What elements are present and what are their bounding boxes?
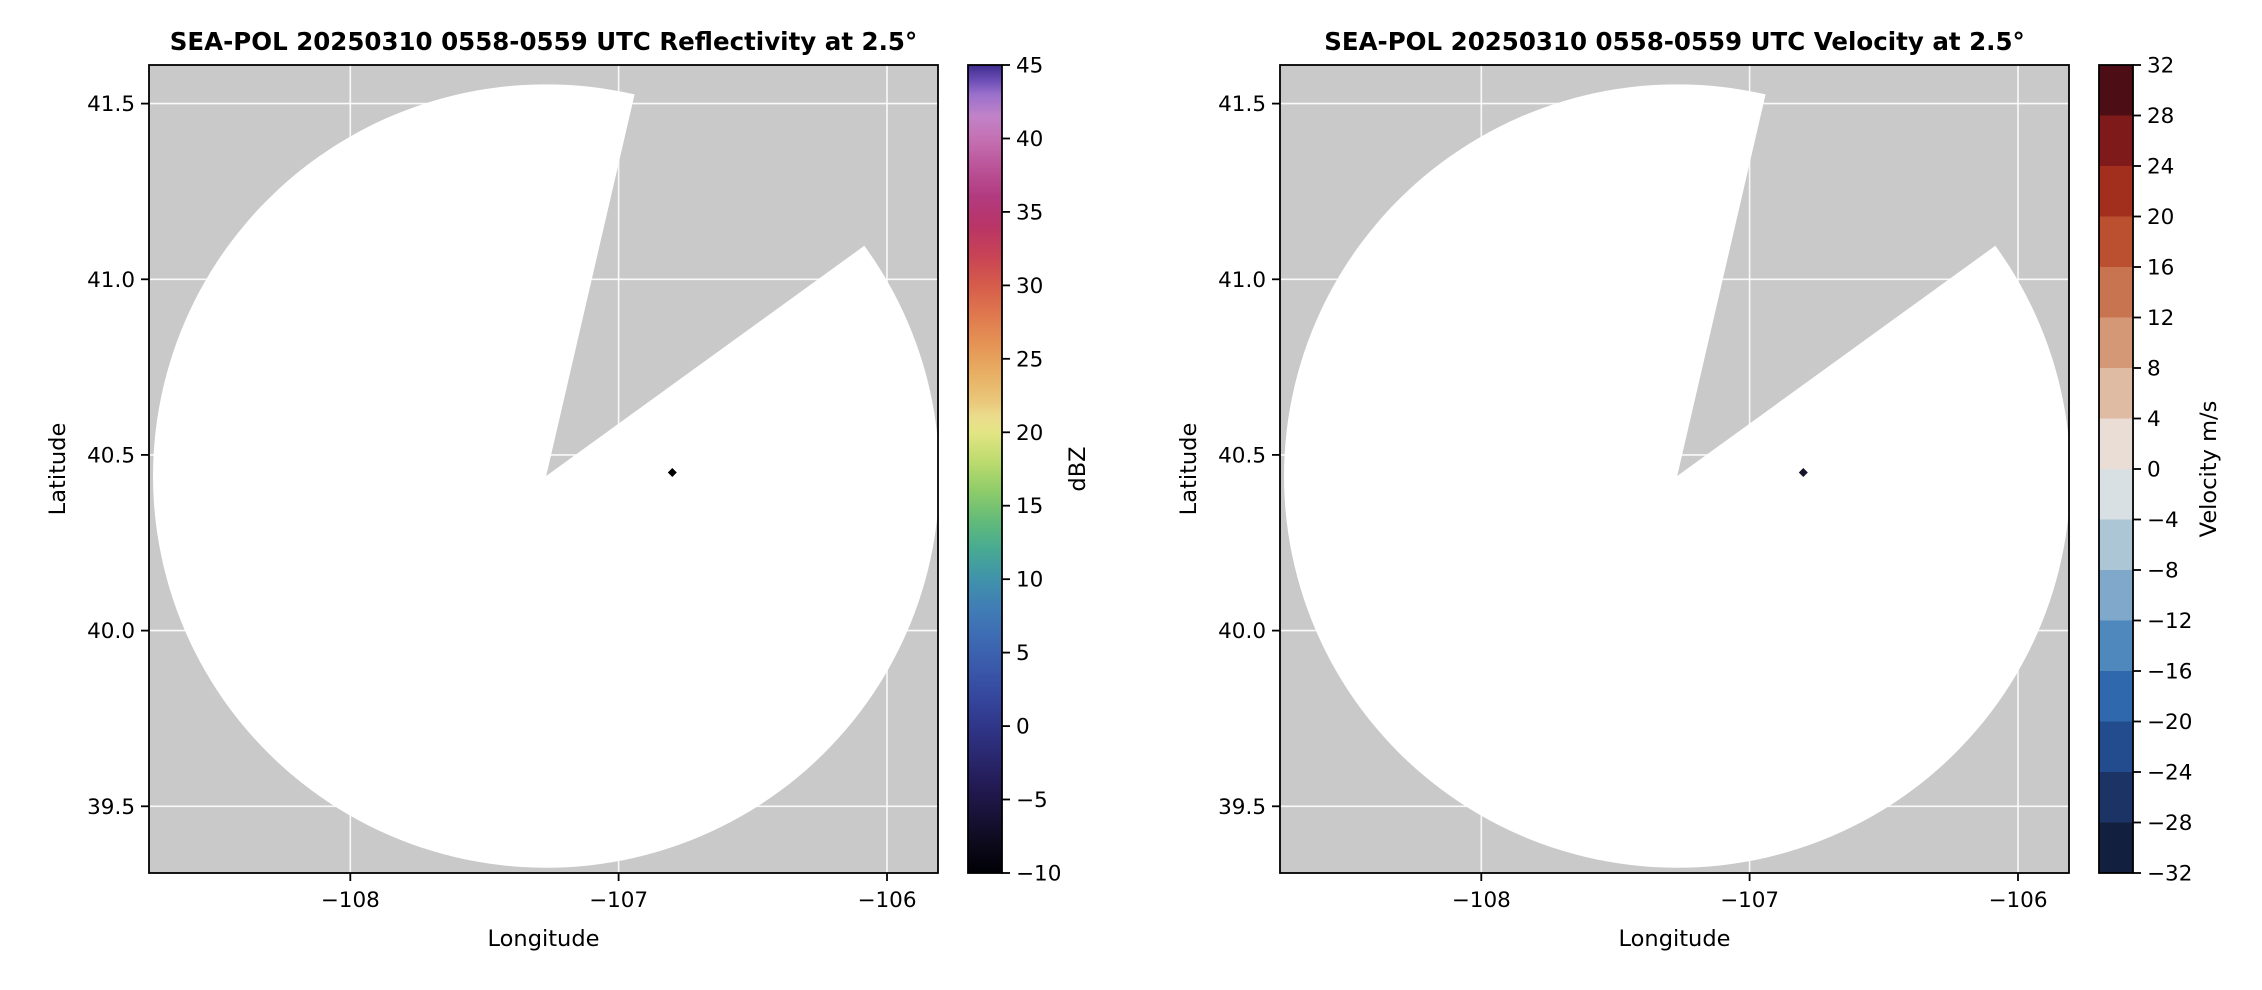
colorbar-gradient (968, 65, 1002, 873)
y-tick-label: 40.0 (1218, 619, 1266, 644)
colorbar-bin (2099, 65, 2133, 116)
colorbar-bin (2099, 166, 2133, 217)
colorbar-tick-label: 20 (2147, 205, 2174, 230)
y-tick-label: 41.0 (87, 268, 135, 293)
x-tick-label: −107 (589, 888, 648, 913)
x-tick-label: −106 (857, 888, 916, 913)
y-tick-label: 39.5 (87, 795, 135, 820)
colorbar-bin (2099, 469, 2133, 520)
x-axis-label-velocity: Longitude (1618, 926, 1731, 952)
colorbar-frame (967, 64, 1003, 874)
colorbar-bin (2099, 418, 2133, 469)
y-tick-label: 41.5 (87, 92, 135, 117)
y-tick-label: 40.5 (87, 443, 135, 468)
reflectivity-plot: −108 −107 −106 39.5 40.0 40.5 41.0 41.5 −10 −5 0 5 1… (87, 54, 1061, 914)
y-tick-label: 40.5 (1218, 443, 1266, 468)
colorbar-bin (2099, 368, 2133, 419)
colorbar-bin (2099, 620, 2133, 671)
radar-plot-svg: −108 −107 −106 39.5 40.0 40.5 41.0 41.5 −10 −5 0 5 1… (87, 54, 1061, 914)
colorbar-tick-label: 35 (1016, 200, 1043, 225)
colorbar-tick-label: −32 (2147, 862, 2192, 887)
x-tick-label: −108 (321, 888, 380, 913)
x-tick-label: −107 (1720, 888, 1779, 913)
scan-coverage-area (153, 84, 938, 868)
colorbar-bin (2099, 267, 2133, 318)
colorbar-tick-label: −12 (2147, 609, 2192, 634)
colorbar-tick-label: 12 (2147, 306, 2174, 331)
echo-marker (667, 468, 677, 477)
colorbar-bin (2099, 570, 2133, 621)
colorbar-label-dbz: dBZ (1065, 446, 1091, 492)
y-axis-label-velocity: Latitude (1176, 422, 1202, 516)
velocity-plot: −108 −107 −106 39.5 40.0 40.5 41.0 41.5 −32 −28 −2… (1131, 0, 2262, 990)
colorbar-tick-label: 45 (1016, 54, 1043, 79)
colorbar-tick-label: 25 (1016, 347, 1043, 372)
colorbar-tick-label: 0 (2147, 458, 2161, 483)
x-tick-label: −106 (1988, 888, 2047, 913)
colorbar-tick-label: 15 (1016, 494, 1043, 519)
colorbar-bin (2099, 721, 2133, 772)
y-axis-label-reflectivity: Latitude (45, 422, 71, 516)
colorbar-tick-label: −4 (2147, 508, 2179, 533)
colorbar-label-velocity: Velocity m/s (2196, 400, 2222, 538)
colorbar-bin (2099, 822, 2133, 873)
colorbar-tick-label: 28 (2147, 104, 2174, 129)
colorbar-bin (2099, 772, 2133, 823)
echo-marker (1798, 468, 1808, 477)
colorbar-tick-label: −16 (2147, 660, 2192, 685)
y-tick-label: 39.5 (1218, 795, 1266, 820)
colorbar-bin (2099, 317, 2133, 368)
radar-plot-svg: −108 −107 −106 39.5 40.0 40.5 41.0 41.5 −32 −28 −2… (1218, 54, 2192, 914)
y-tick-label: 41.5 (1218, 92, 1266, 117)
colorbar-bin (2099, 671, 2133, 722)
colorbar-tick-label: −28 (2147, 811, 2192, 836)
colorbar-tick-label: 10 (1016, 568, 1043, 593)
x-axis-label-reflectivity: Longitude (487, 926, 600, 952)
colorbar-tick-label: −10 (1016, 862, 1061, 887)
colorbar-tick-label: 4 (2147, 407, 2161, 432)
colorbar-tick-label: 8 (2147, 357, 2161, 382)
colorbar-tick-label: 0 (1016, 715, 1030, 740)
scan-coverage-area (1284, 84, 2069, 868)
y-tick-label: 40.0 (87, 619, 135, 644)
y-tick-label: 41.0 (1218, 268, 1266, 293)
plot-frame (148, 64, 939, 874)
plot-frame (1279, 64, 2070, 874)
chart-title-reflectivity: SEA-POL 20250310 0558-0559 UTC Reflectiv… (169, 27, 918, 56)
colorbar-tick-label: −20 (2147, 710, 2192, 735)
colorbar-bin (2099, 216, 2133, 267)
x-tick-label: −108 (1452, 888, 1511, 913)
colorbar-tick-label: 16 (2147, 256, 2174, 281)
colorbar-tick-label: −5 (1016, 788, 1048, 813)
reflectivity-panel: −108 −107 −106 39.5 40.0 40.5 41.0 41.5 −10 −5 0 5 1… (45, 27, 1091, 952)
colorbar-tick-label: −24 (2147, 761, 2192, 786)
colorbar-tick-label: 30 (1016, 274, 1043, 299)
colorbar-tick-label: −8 (2147, 559, 2179, 584)
colorbar-tick-label: 32 (2147, 54, 2174, 79)
colorbar-bin (2099, 115, 2133, 166)
chart-title-velocity: SEA-POL 20250310 0558-0559 UTC Velocity … (1324, 27, 2025, 56)
colorbar-tick-label: 20 (1016, 421, 1043, 446)
colorbar-tick-label: 5 (1016, 641, 1030, 666)
colorbar-tick-label: 24 (2147, 155, 2174, 180)
velocity-panel: −108 −107 −106 39.5 40.0 40.5 41.0 41.5 −32 −28 −2… (1131, 0, 2262, 990)
colorbar-tick-label: 40 (1016, 127, 1043, 152)
colorbar-bin (2099, 519, 2133, 570)
